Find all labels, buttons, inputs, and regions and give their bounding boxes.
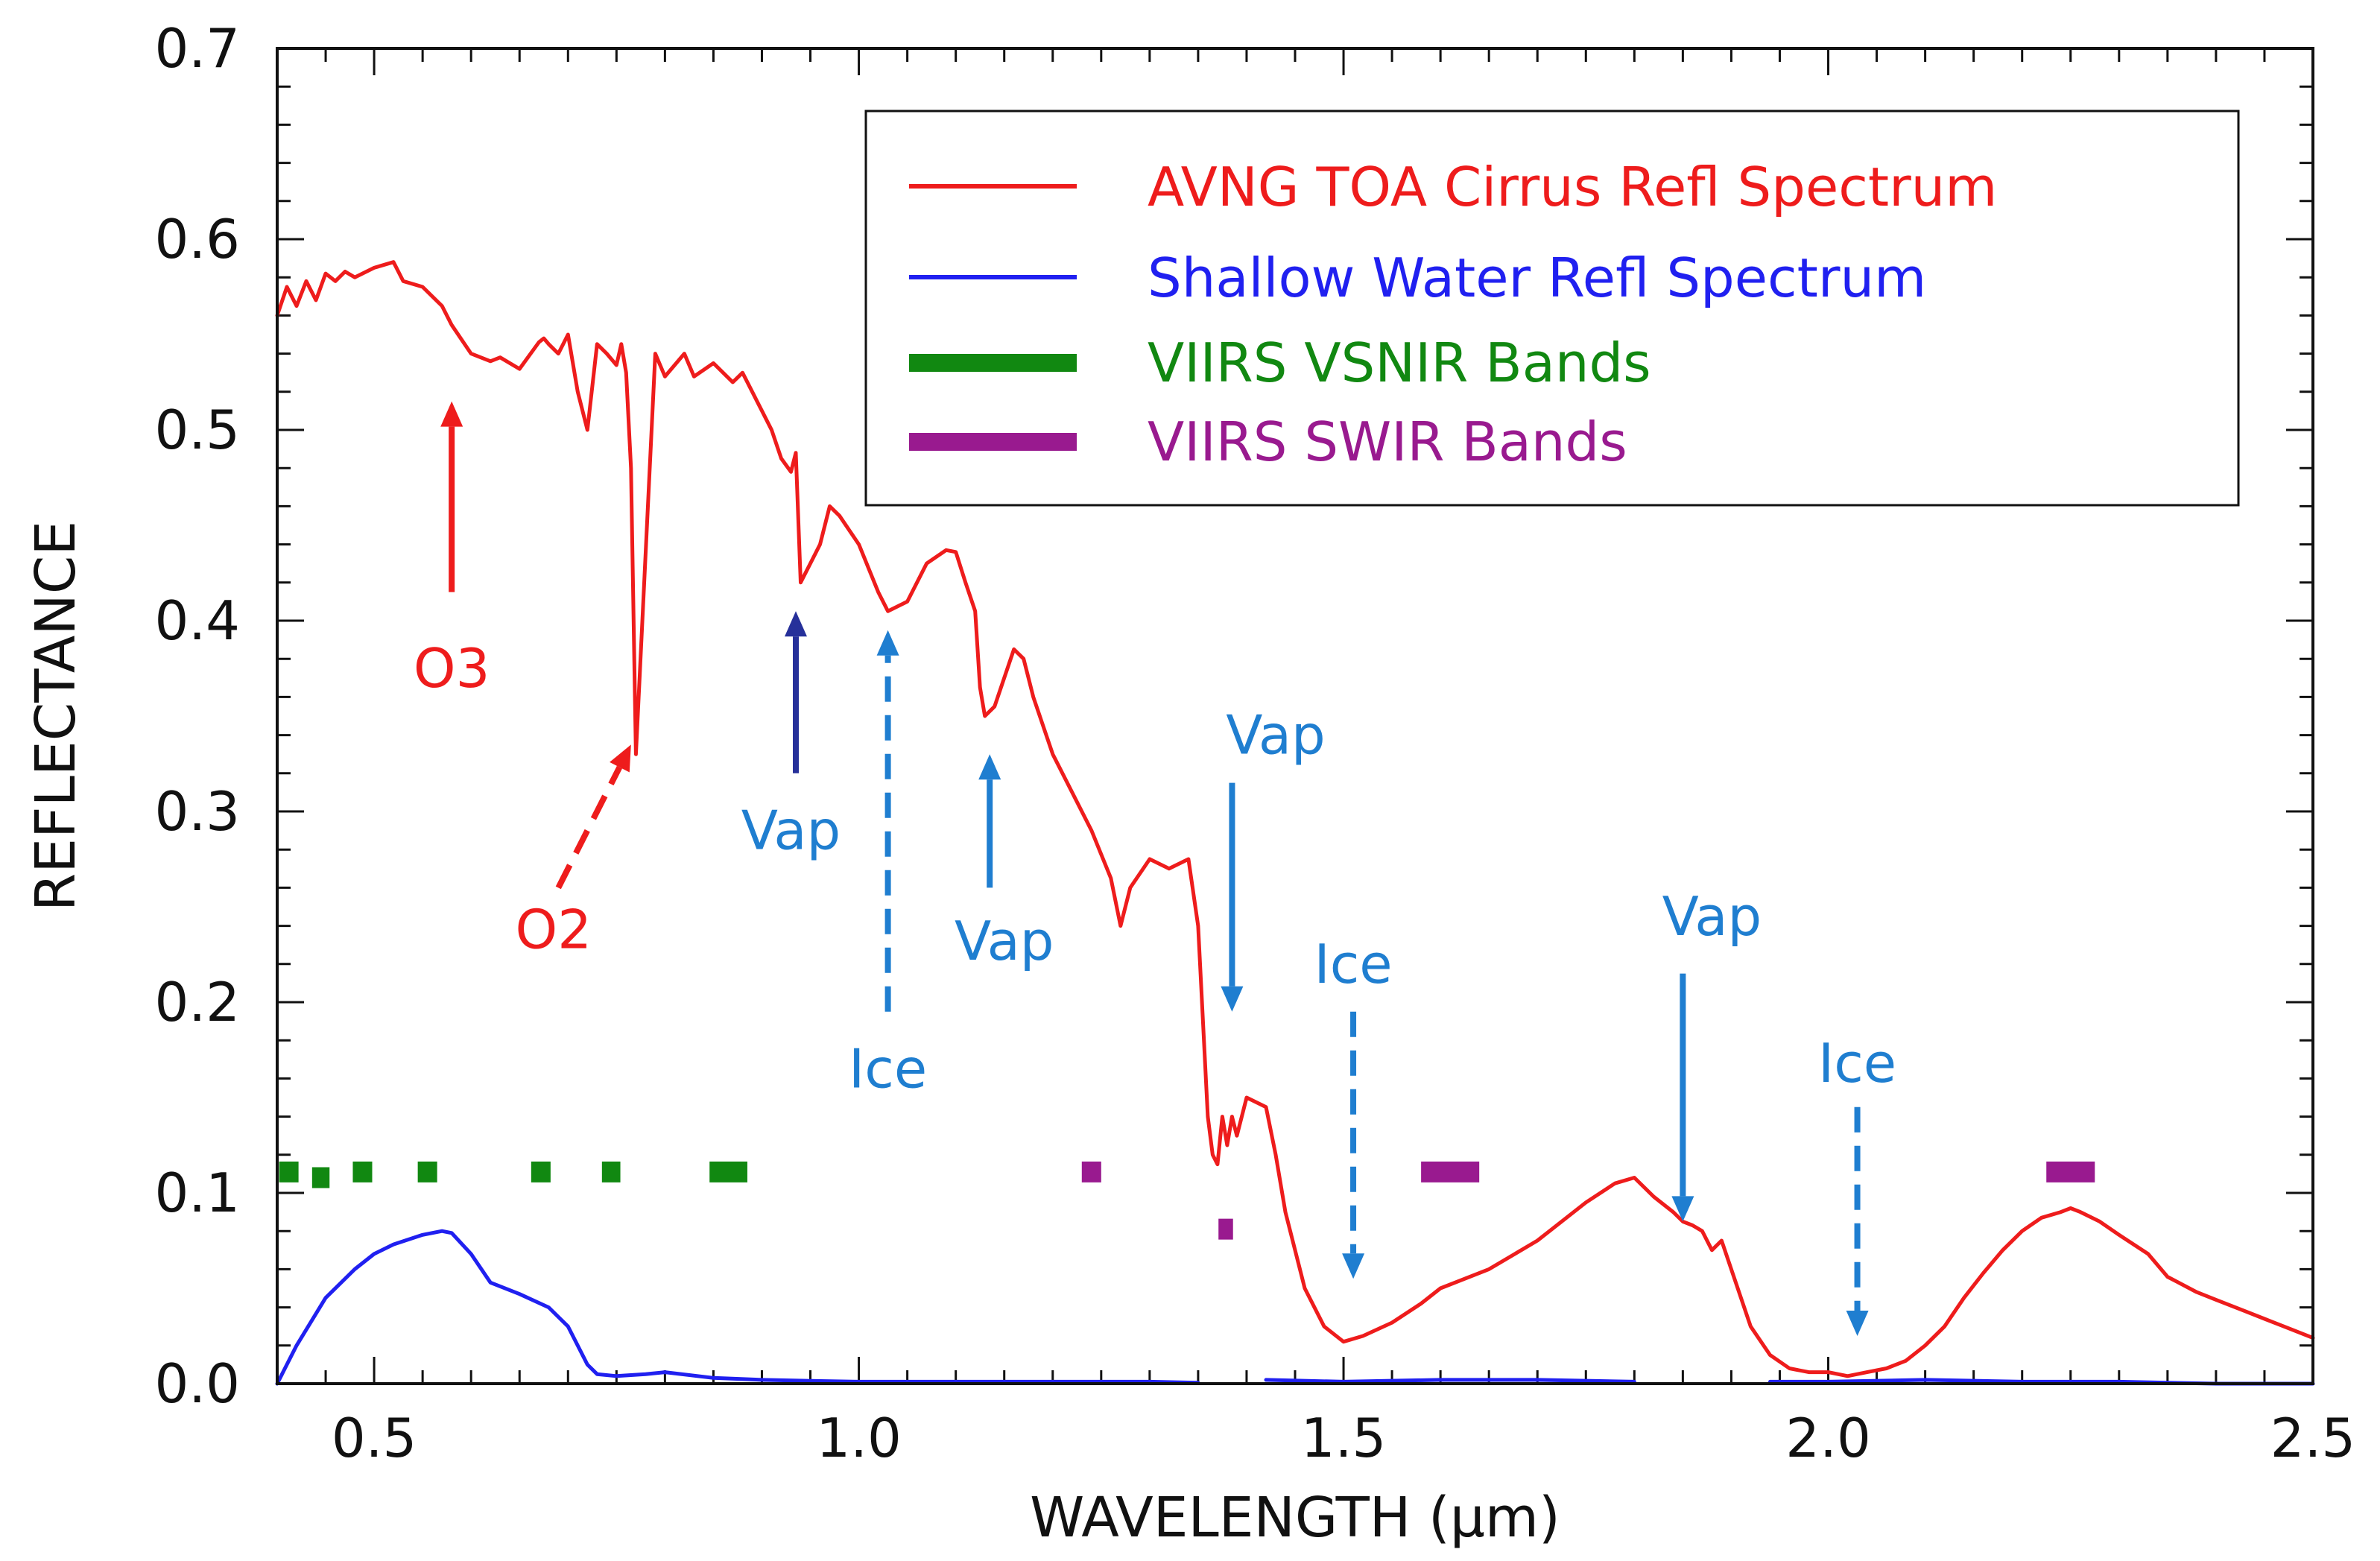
y-tick-label: 0.5 [154, 399, 240, 461]
cirrus-spectrum-line [275, 260, 2315, 1378]
legend-label-vsnir: VIIRS VSNIR Bands [1148, 332, 1651, 394]
annotation-label: O2 [516, 899, 592, 961]
annotation-label: Ice [1818, 1032, 1896, 1095]
annotation-arrow-head [610, 744, 631, 773]
annotation-arrow-head [785, 611, 807, 637]
legend-label-swir: VIIRS SWIR Bands [1148, 411, 1627, 473]
y-tick-label: 0.1 [154, 1162, 240, 1224]
annotation-label: Vap [955, 910, 1054, 972]
x-tick-labels: 0.5 1.0 1.5 2.0 2.5 [332, 1407, 2355, 1469]
y-tick-label: 0.0 [154, 1352, 240, 1415]
x-tick-label: 1.0 [816, 1407, 902, 1469]
water-spectrum-line [275, 1229, 1200, 1386]
annotation-label: Ice [849, 1038, 927, 1101]
y-tick-label: 0.4 [154, 589, 240, 652]
y-tick-label: 0.2 [154, 971, 240, 1033]
annotation-arrow-head [1671, 1196, 1694, 1222]
x-tick-label: 0.5 [332, 1407, 417, 1469]
legend-box [864, 110, 2240, 507]
annotation-label: Vap [741, 800, 841, 862]
y-tick-label: 0.7 [154, 17, 240, 80]
annotation-label: O3 [414, 637, 490, 700]
water-spectrum-line [1264, 1378, 1636, 1384]
y-tick-labels: 0.0 0.1 0.2 0.3 0.4 0.5 0.6 0.7 [154, 17, 240, 1415]
annotation-label: Ice [1314, 933, 1392, 995]
x-tick-label: 2.0 [1785, 1407, 1871, 1469]
x-tick-label: 1.5 [1301, 1407, 1387, 1469]
annotation-arrow-head [1342, 1253, 1365, 1279]
legend-label-water: Shallow Water Refl Spectrum [1148, 247, 1926, 309]
plot-frame [276, 47, 2314, 1385]
annotation-arrow-head [978, 754, 1001, 780]
x-tick-label: 2.5 [2270, 1407, 2356, 1469]
y-tick-label: 0.6 [154, 208, 240, 270]
annotation-label: Vap [1662, 885, 1762, 948]
y-axis-label: REFLECTANCE [24, 521, 88, 911]
viirs-bands [279, 1161, 2095, 1240]
absorption-annotations: O3 O2 Vap Ice Vap Vap Ice Vap Ice [414, 401, 1896, 1336]
annotation-arrow-head [876, 630, 899, 656]
annotation-arrow-shaft [555, 765, 623, 890]
minor-ticks [276, 47, 2314, 1385]
annotation-arrow-head [440, 401, 463, 427]
annotation-label: Vap [1226, 704, 1326, 767]
annotation-arrow-head [1846, 1311, 1869, 1336]
legend: AVNG TOA Cirrus Refl Spectrum Shallow Wa… [864, 110, 2240, 507]
legend-label-cirrus: AVNG TOA Cirrus Refl Spectrum [1148, 156, 1997, 218]
x-axis-label: WAVELENGTH (μm) [1030, 1486, 1560, 1550]
annotation-arrow-head [1221, 986, 1244, 1012]
y-tick-label: 0.3 [154, 780, 240, 843]
